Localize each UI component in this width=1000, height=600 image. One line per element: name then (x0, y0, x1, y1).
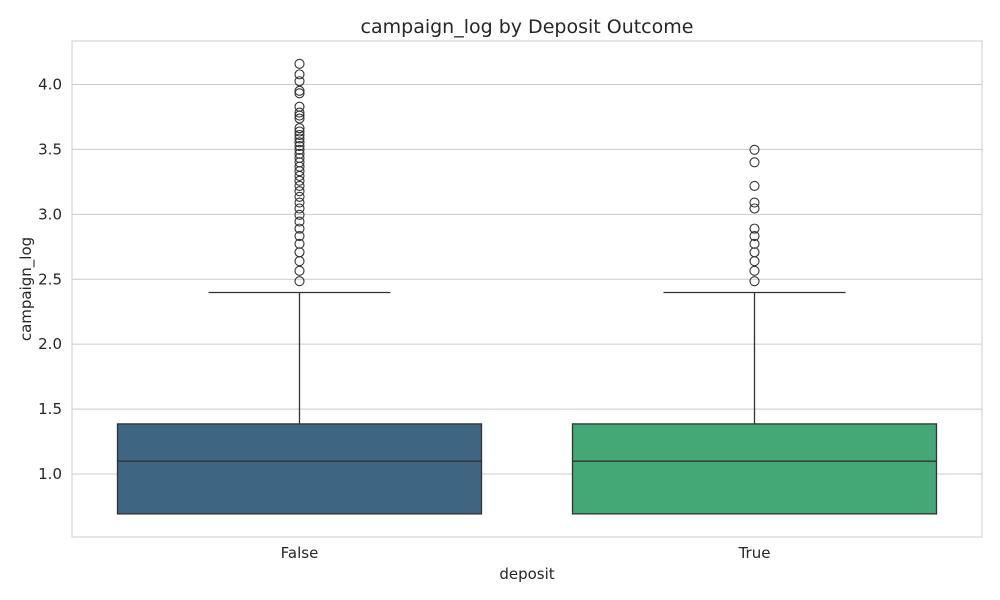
outlier-point (294, 101, 305, 112)
y-tick-label: 1.5 (38, 400, 62, 418)
outlier-point (749, 265, 760, 276)
outlier-point (294, 265, 305, 276)
outlier-point (294, 76, 305, 87)
plot-frame (71, 40, 983, 538)
outlier-point (294, 247, 305, 258)
y-tick-label: 1.0 (38, 465, 62, 483)
outlier-point (294, 203, 305, 214)
boxes (116, 58, 938, 515)
outlier-point (294, 148, 305, 159)
outlier-point (294, 230, 305, 242)
x-tick-label: False (281, 544, 319, 562)
outlier-point (294, 123, 305, 134)
outlier-point (294, 107, 305, 118)
outlier-point (749, 203, 760, 214)
outlier-point (294, 157, 305, 168)
outlier-point (294, 58, 305, 69)
box-group-false (116, 58, 483, 515)
y-tick-label: 3.0 (38, 205, 62, 223)
outlier-point (749, 256, 760, 267)
outlier-point (294, 69, 305, 80)
outlier-point (294, 113, 305, 124)
outlier-point (294, 186, 305, 197)
outlier-point (749, 247, 760, 258)
outlier-point (749, 223, 760, 234)
outlier-point (294, 223, 305, 234)
outlier-point (294, 197, 305, 208)
outlier-point (294, 129, 305, 141)
outlier-point (294, 133, 305, 144)
outlier-point (294, 175, 305, 186)
outlier-point (294, 137, 305, 148)
outlier-point (294, 216, 305, 227)
x-tick-label: True (738, 544, 771, 562)
iqr-box (571, 423, 938, 515)
outlier-point (749, 197, 760, 208)
gridlines (72, 83, 982, 475)
outlier-point (294, 238, 305, 249)
y-axis-label: campaign_log (17, 237, 36, 341)
y-tick-label: 3.5 (38, 140, 62, 158)
x-axis-label: deposit (499, 565, 554, 583)
y-tick-label: 2.0 (38, 335, 62, 353)
outlier-point (294, 152, 305, 164)
outlier-point (749, 180, 760, 191)
y-tick-labels: 1.0 1.5 2.0 2.5 3.0 3.5 4.0 (38, 75, 62, 483)
x-tick-labels: False True (281, 544, 771, 562)
y-tick-label: 2.5 (38, 270, 62, 288)
outlier-point (749, 276, 760, 287)
outlier-point (294, 144, 305, 155)
outlier-point (749, 230, 760, 242)
outlier-point (294, 140, 305, 152)
outlier-point (749, 157, 760, 168)
outlier-point (294, 276, 305, 287)
outlier-point (749, 238, 760, 249)
outlier-point (294, 191, 305, 202)
outlier-point (294, 180, 305, 191)
y-tick-label: 4.0 (38, 75, 62, 93)
chart-title: campaign_log by Deposit Outcome (361, 16, 694, 38)
outlier-point (749, 144, 760, 155)
outlier-point (294, 85, 305, 96)
outlier-point (294, 256, 305, 267)
outlier-point (294, 209, 305, 220)
outlier-point (294, 126, 305, 137)
iqr-box (116, 423, 483, 515)
outlier-point (294, 88, 305, 99)
box-group-true (571, 144, 938, 515)
